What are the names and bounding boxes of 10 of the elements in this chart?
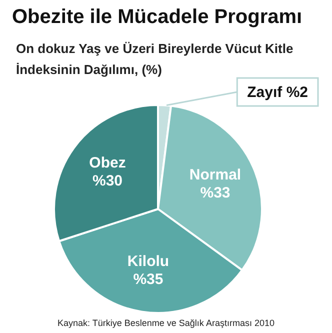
- chart-title: Obezite ile Mücadele Programı: [12, 6, 302, 29]
- data-label: %30: [92, 172, 123, 190]
- slice-label: Obez: [89, 154, 126, 172]
- data-label: %35: [133, 270, 164, 288]
- slice-label: Normal: [189, 166, 242, 184]
- text: Kaynak: Türkiye Beslenme ve Sağlık Araştırması 2010: [56, 318, 276, 328]
- data-label: %33: [200, 184, 230, 202]
- slice-label: Zayıf %2: [247, 84, 308, 102]
- slice-label: Kilolu: [127, 252, 170, 270]
- chart-subtitle: On dokuz Yaş ve Üzeri Bireylerde Vücut Kitle İndeksinin Dağılımı, (%): [16, 40, 294, 79]
